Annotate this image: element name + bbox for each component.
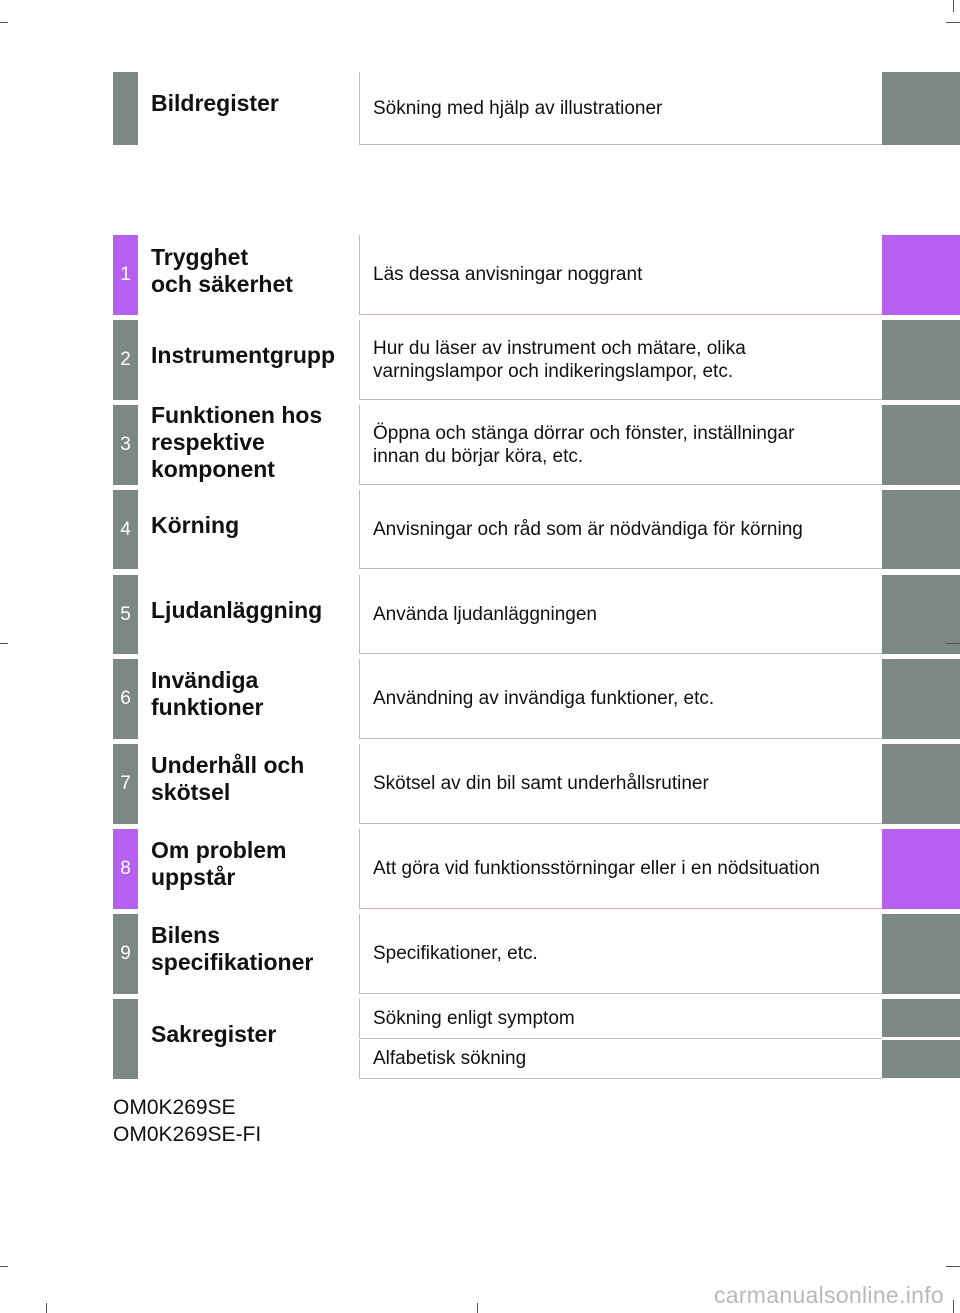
section-title: Körning (151, 512, 240, 538)
section-number: 5 (113, 575, 138, 654)
section-title: Ljudanläggning (151, 597, 323, 623)
section-number: 3 (113, 405, 138, 485)
crop-mark (477, 1303, 478, 1313)
document-codes: OM0K269SE OM0K269SE-FI (113, 1094, 261, 1148)
symptom-search[interactable]: Sökning enligt symptom (359, 999, 882, 1039)
section-row[interactable]: 5 Ljudanläggning Använda ljudanläggningen (113, 575, 960, 654)
section-description[interactable]: Specifikationer, etc. (359, 914, 882, 994)
section-row[interactable]: 8 Om problem uppstår Att göra vid funktion… (113, 829, 960, 909)
section-tab[interactable] (882, 659, 960, 739)
section-number: 6 (113, 659, 138, 739)
section-tab[interactable] (882, 744, 960, 824)
crop-mark (946, 643, 960, 644)
section-tab[interactable] (882, 235, 960, 315)
section-tab[interactable] (882, 490, 960, 569)
document-code-fi: OM0K269SE-FI (113, 1123, 262, 1146)
section-row[interactable]: 7 Underhåll och skötsel Skötsel av din bil… (113, 744, 960, 824)
section-tab[interactable] (882, 1039, 960, 1078)
document-code: OM0K269SE (113, 1096, 236, 1119)
crop-mark (0, 22, 8, 23)
watermark: carmanualsonline.info (713, 1282, 944, 1308)
section-tab[interactable] (882, 405, 960, 485)
section-number: 8 (113, 829, 138, 909)
section-number (113, 999, 138, 1079)
crop-mark (0, 643, 8, 644)
crop-mark (0, 1266, 8, 1267)
section-description[interactable]: Hur du läser av instrument och mätare, o… (359, 320, 882, 400)
section-tab[interactable] (882, 72, 960, 145)
section-description[interactable]: Sökning med hjälp av illustrationer (359, 72, 882, 145)
section-description[interactable]: Använda ljudanläggningen (359, 575, 882, 654)
alphabetical-search[interactable]: Alfabetisk sökning (359, 1039, 882, 1079)
section-title: Instrumentgrupp (151, 342, 335, 368)
section-row[interactable]: 6 Invändiga funktioner Användning av invän… (113, 659, 960, 739)
section-tab[interactable] (882, 914, 960, 994)
section-tab[interactable] (882, 320, 960, 400)
crop-mark (946, 22, 960, 23)
section-number: 4 (113, 490, 138, 569)
section-number (113, 72, 138, 145)
section-description[interactable]: Att göra vid funktionsstörningar eller i… (359, 829, 882, 909)
section-description[interactable]: Skötsel av din bil samt underhållsrutine… (359, 744, 882, 824)
section-number: 2 (113, 320, 138, 400)
section-row[interactable]: 2 Instrumentgrupp Hur du läser av instrume… (113, 320, 960, 400)
section-tab[interactable] (882, 575, 960, 654)
section-title: Funktionen hos respektive komponent (151, 402, 323, 482)
section-description[interactable]: Öppna och stänga dörrar och fönster, ins… (359, 405, 882, 485)
section-title: Bilens specifikationer (151, 922, 314, 975)
section-number: 1 (113, 235, 138, 315)
section-row[interactable]: 9 Bilens specifikationer Specifikationer, … (113, 914, 960, 994)
section-description[interactable]: Läs dessa anvisningar noggrant (359, 235, 882, 315)
section-row[interactable]: Sakregister Sökning enligt symptom Alfabet… (113, 999, 960, 1079)
crop-mark (953, 0, 954, 12)
section-number: 9 (113, 914, 138, 994)
section-title: Trygghet och säkerhet (151, 244, 293, 297)
section-description[interactable]: Användning av invändiga funktioner, etc. (359, 659, 882, 739)
section-row[interactable]: 1 Trygghet och säkerhet Läs dessa anvisnin… (113, 235, 960, 315)
section-row[interactable]: 4 Körning Anvisningar och råd som är nödvä… (113, 490, 960, 569)
section-title: Bildregister (151, 90, 279, 116)
crop-mark (946, 1266, 960, 1267)
section-description[interactable]: Anvisningar och råd som är nödvändiga fö… (359, 490, 882, 569)
section-title: Underhåll och skötsel (151, 752, 305, 805)
crop-mark (953, 1300, 954, 1313)
section-row[interactable]: Bildregister Sökning med hjälp av illustr… (113, 72, 960, 145)
section-title: Sakregister (151, 1021, 277, 1047)
section-tab[interactable] (882, 829, 960, 909)
section-title: Invändiga funktioner (151, 667, 264, 720)
section-number: 7 (113, 744, 138, 824)
crop-mark (46, 1303, 47, 1313)
section-tab[interactable] (882, 999, 960, 1037)
section-title: Om problem uppstår (151, 837, 287, 890)
section-row[interactable]: 3 Funktionen hos respektive komponent Öppn… (113, 402, 960, 485)
